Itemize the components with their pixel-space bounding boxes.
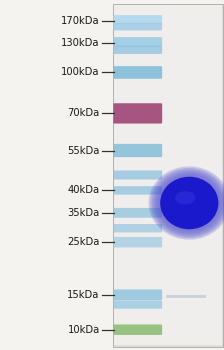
Bar bbox=[166, 295, 206, 298]
FancyBboxPatch shape bbox=[113, 15, 162, 24]
Ellipse shape bbox=[149, 166, 224, 240]
FancyBboxPatch shape bbox=[113, 324, 162, 335]
FancyBboxPatch shape bbox=[113, 66, 162, 79]
Text: 10kDa: 10kDa bbox=[67, 325, 100, 335]
FancyBboxPatch shape bbox=[113, 300, 162, 309]
Ellipse shape bbox=[175, 191, 195, 204]
FancyBboxPatch shape bbox=[113, 208, 162, 218]
Ellipse shape bbox=[155, 172, 223, 234]
FancyBboxPatch shape bbox=[113, 46, 162, 54]
FancyBboxPatch shape bbox=[113, 23, 162, 30]
Text: 15kDa: 15kDa bbox=[67, 290, 100, 300]
FancyBboxPatch shape bbox=[113, 186, 162, 195]
Text: 35kDa: 35kDa bbox=[67, 208, 100, 218]
Text: 130kDa: 130kDa bbox=[61, 38, 100, 48]
Text: 25kDa: 25kDa bbox=[67, 237, 100, 247]
Text: 170kDa: 170kDa bbox=[61, 16, 100, 26]
Ellipse shape bbox=[160, 177, 218, 229]
Ellipse shape bbox=[152, 169, 224, 237]
FancyBboxPatch shape bbox=[113, 103, 162, 124]
Ellipse shape bbox=[150, 168, 224, 238]
Text: 55kDa: 55kDa bbox=[67, 146, 100, 155]
Text: 70kDa: 70kDa bbox=[67, 108, 100, 118]
Bar bbox=[114, 5, 222, 345]
Ellipse shape bbox=[153, 171, 224, 235]
Ellipse shape bbox=[160, 177, 218, 229]
Bar bbox=[113, 4, 223, 346]
FancyBboxPatch shape bbox=[113, 224, 162, 232]
Ellipse shape bbox=[159, 175, 220, 231]
FancyBboxPatch shape bbox=[113, 170, 162, 180]
FancyBboxPatch shape bbox=[113, 144, 162, 157]
Text: 40kDa: 40kDa bbox=[68, 186, 100, 195]
FancyBboxPatch shape bbox=[113, 289, 162, 300]
FancyBboxPatch shape bbox=[113, 237, 162, 247]
Text: 100kDa: 100kDa bbox=[61, 68, 100, 77]
FancyBboxPatch shape bbox=[113, 37, 162, 47]
Ellipse shape bbox=[157, 174, 222, 232]
